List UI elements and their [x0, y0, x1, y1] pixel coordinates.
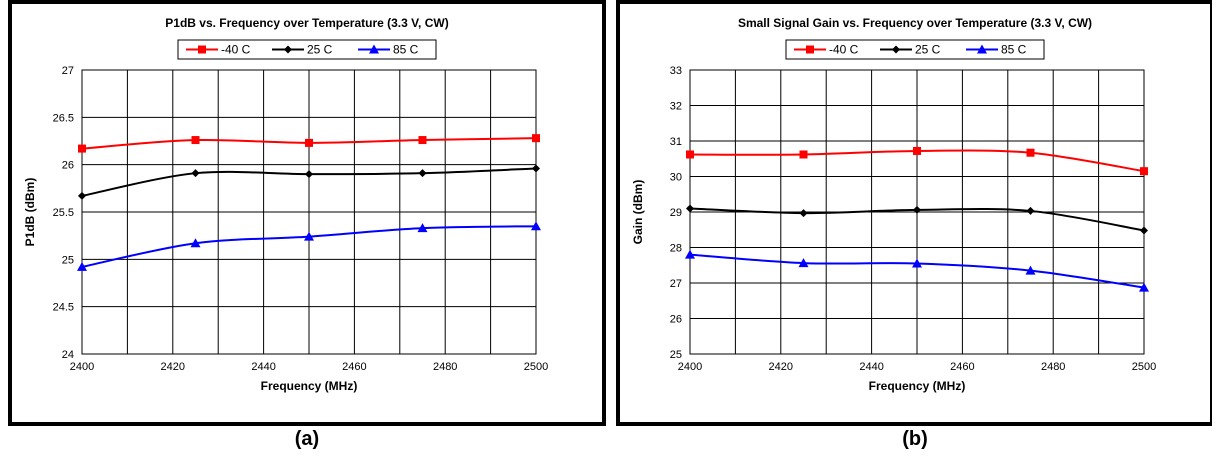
p1db-point-0-2 — [305, 138, 313, 147]
gain-xtick-label-0: 2400 — [678, 361, 702, 373]
gain-xlabel: Frequency (MHz) — [869, 379, 966, 393]
gain-point-0-2 — [913, 146, 921, 155]
p1db-xtick-label-2: 2440 — [251, 361, 275, 373]
gain-legend-marker-2 — [977, 44, 987, 54]
caption-b: (b) — [902, 428, 928, 450]
gain-ytick-label-2: 27 — [670, 278, 682, 290]
gain-series-0 — [686, 146, 1148, 176]
p1db-chart: P1dB vs. Frequency over Temperature (3.3… — [8, 0, 606, 426]
p1db-title: P1dB vs. Frequency over Temperature (3.3… — [165, 16, 448, 30]
gain-legend-label-0: -40 C — [829, 43, 859, 57]
gain-legend-label-1: 25 C — [915, 43, 941, 57]
p1db-ytick-label-1: 24.5 — [53, 302, 74, 314]
gain-xtick-label-3: 2460 — [950, 361, 974, 373]
p1db-ytick-label-4: 26 — [62, 160, 74, 172]
p1db-point-2-4 — [531, 221, 541, 231]
gain-ytick-label-8: 33 — [670, 65, 682, 77]
p1db-point-0-1 — [191, 136, 200, 145]
p1db-ytick-label-3: 25.5 — [53, 207, 74, 219]
p1db-legend-label-1: 25 C — [307, 43, 333, 57]
p1db-legend-marker-0 — [198, 45, 206, 54]
p1db-point-2-3 — [417, 223, 428, 233]
p1db-xtick-label-0: 2400 — [70, 361, 94, 373]
p1db-point-2-2 — [304, 231, 314, 241]
gain-legend: -40 C 25 C 85 C — [785, 39, 1045, 60]
p1db-point-1-1 — [191, 169, 200, 178]
p1db-frame — [8, 0, 606, 426]
p1db-series-1 — [78, 164, 540, 200]
p1db-point-2-0 — [77, 261, 87, 271]
gain-ytick-label-4: 29 — [670, 207, 682, 219]
p1db-xtick-label-4: 2480 — [433, 361, 457, 373]
p1db-point-1-0 — [78, 191, 86, 200]
chart-panel-p1db: P1dB vs. Frequency over Temperature (3.3… — [8, 0, 606, 426]
gain-xtick-label-5: 2500 — [1132, 361, 1156, 373]
p1db-ytick-label-5: 26.5 — [53, 112, 74, 124]
p1db-ytick-label-6: 27 — [62, 65, 74, 77]
gain-point-2-4 — [1139, 282, 1149, 292]
p1db-ylabel: P1dB (dBm) — [23, 178, 37, 247]
gain-ytick-label-7: 32 — [670, 101, 682, 113]
p1db-series-2 — [77, 221, 541, 271]
gain-frame — [616, 0, 1212, 426]
gain-point-1-0 — [686, 204, 694, 213]
gain-legend-label-2: 85 C — [1001, 43, 1027, 57]
gain-chart: Small Signal Gain vs. Frequency over Tem… — [616, 0, 1212, 426]
p1db-legend-box — [177, 39, 437, 60]
gain-point-2-2 — [912, 258, 922, 268]
gain-point-0-0 — [686, 150, 694, 159]
gain-point-2-0 — [685, 249, 695, 259]
p1db-legend-label-0: -40 C — [221, 43, 251, 57]
p1db-legend-marker-2 — [369, 44, 379, 54]
p1db-xlabel: Frequency (MHz) — [261, 379, 358, 393]
p1db-legend: -40 C 25 C 85 C — [177, 39, 437, 60]
gain-point-1-3 — [1026, 206, 1035, 215]
gain-ytick-label-5: 30 — [670, 172, 682, 184]
gain-ytick-label-0: 25 — [670, 349, 682, 361]
p1db-point-0-3 — [418, 136, 427, 145]
p1db-point-0-4 — [532, 134, 540, 143]
p1db-series-0 — [78, 134, 540, 153]
p1db-legend-label-2: 85 C — [393, 43, 419, 57]
gain-ylabel: Gain (dBm) — [631, 180, 645, 245]
p1db-plot-area — [81, 69, 537, 355]
gain-series-2 — [685, 249, 1149, 292]
gain-ytick-label-3: 28 — [670, 243, 682, 255]
p1db-xtick-label-5: 2500 — [524, 361, 548, 373]
gain-title: Small Signal Gain vs. Frequency over Tem… — [738, 16, 1092, 30]
gain-point-2-1 — [798, 258, 809, 268]
gain-ytick-label-6: 31 — [670, 136, 682, 148]
gain-legend-marker-1 — [892, 45, 900, 54]
caption-a: (a) — [294, 428, 320, 450]
gain-series-1 — [686, 204, 1148, 235]
gain-legend-marker-0 — [806, 45, 814, 54]
p1db-legend-marker-1 — [284, 45, 292, 54]
p1db-xtick-label-1: 2420 — [161, 361, 185, 373]
gain-point-1-4 — [1140, 226, 1148, 235]
gain-xtick-label-4: 2480 — [1041, 361, 1065, 373]
gain-point-0-4 — [1140, 167, 1148, 176]
p1db-xtick-label-3: 2460 — [342, 361, 366, 373]
gain-xtick-label-2: 2440 — [859, 361, 883, 373]
gain-point-1-1 — [799, 209, 808, 218]
p1db-ytick-label-2: 25 — [62, 254, 74, 266]
gain-point-0-3 — [1026, 148, 1035, 157]
p1db-point-2-1 — [190, 238, 201, 248]
gain-ytick-label-1: 26 — [670, 314, 682, 326]
gain-legend-box — [785, 39, 1045, 60]
gain-point-0-1 — [799, 150, 808, 159]
gain-xtick-label-1: 2420 — [769, 361, 793, 373]
gain-point-1-2 — [913, 205, 921, 214]
p1db-point-1-2 — [305, 170, 313, 179]
chart-panel-gain: Small Signal Gain vs. Frequency over Tem… — [616, 0, 1212, 426]
p1db-point-0-0 — [78, 144, 86, 153]
gain-point-2-3 — [1025, 265, 1036, 275]
p1db-point-1-3 — [418, 169, 427, 178]
p1db-ytick-label-0: 24 — [62, 349, 74, 361]
p1db-point-1-4 — [532, 164, 540, 173]
